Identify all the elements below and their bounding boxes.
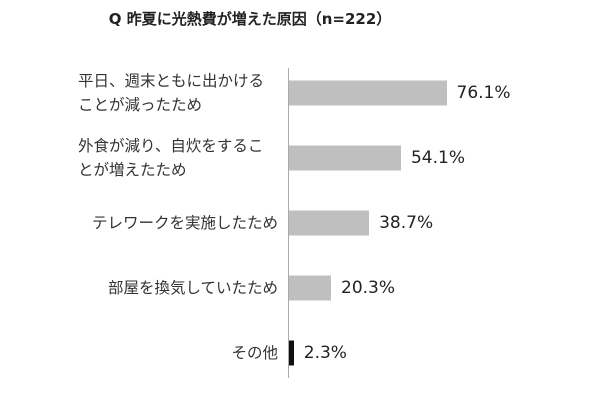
category-label: テレワークを実施したため	[91, 214, 278, 232]
value-label: 20.3%	[341, 278, 396, 298]
bar	[289, 340, 294, 366]
category-label-box: 平日、週末ともに出かけることが減ったため	[60, 69, 278, 117]
category-label: その他	[231, 344, 278, 362]
value-label: 76.1%	[456, 83, 511, 103]
value-label: 38.7%	[379, 213, 434, 233]
category-label-box: テレワークを実施したため	[60, 211, 278, 235]
category-label: 部屋を換気していたため	[107, 279, 278, 297]
bar	[289, 275, 332, 301]
value-label: 54.1%	[410, 148, 465, 168]
bar	[289, 145, 401, 171]
axis-line	[288, 68, 289, 378]
chart-title: Q 昨夏に光熱費が増えた原因（n=222）	[108, 10, 392, 28]
category-label-box: 外食が減り、自炊をすることが増えたため	[60, 134, 278, 182]
category-label: 平日、週末ともに出かけることが減ったため	[78, 72, 265, 114]
bar	[289, 80, 447, 106]
category-label-box: その他	[60, 341, 278, 365]
bar	[289, 210, 370, 236]
category-label: 外食が減り、自炊をすることが増えたため	[78, 137, 264, 179]
category-label-box: 部屋を換気していたため	[60, 276, 278, 300]
value-label: 2.3%	[303, 343, 347, 363]
